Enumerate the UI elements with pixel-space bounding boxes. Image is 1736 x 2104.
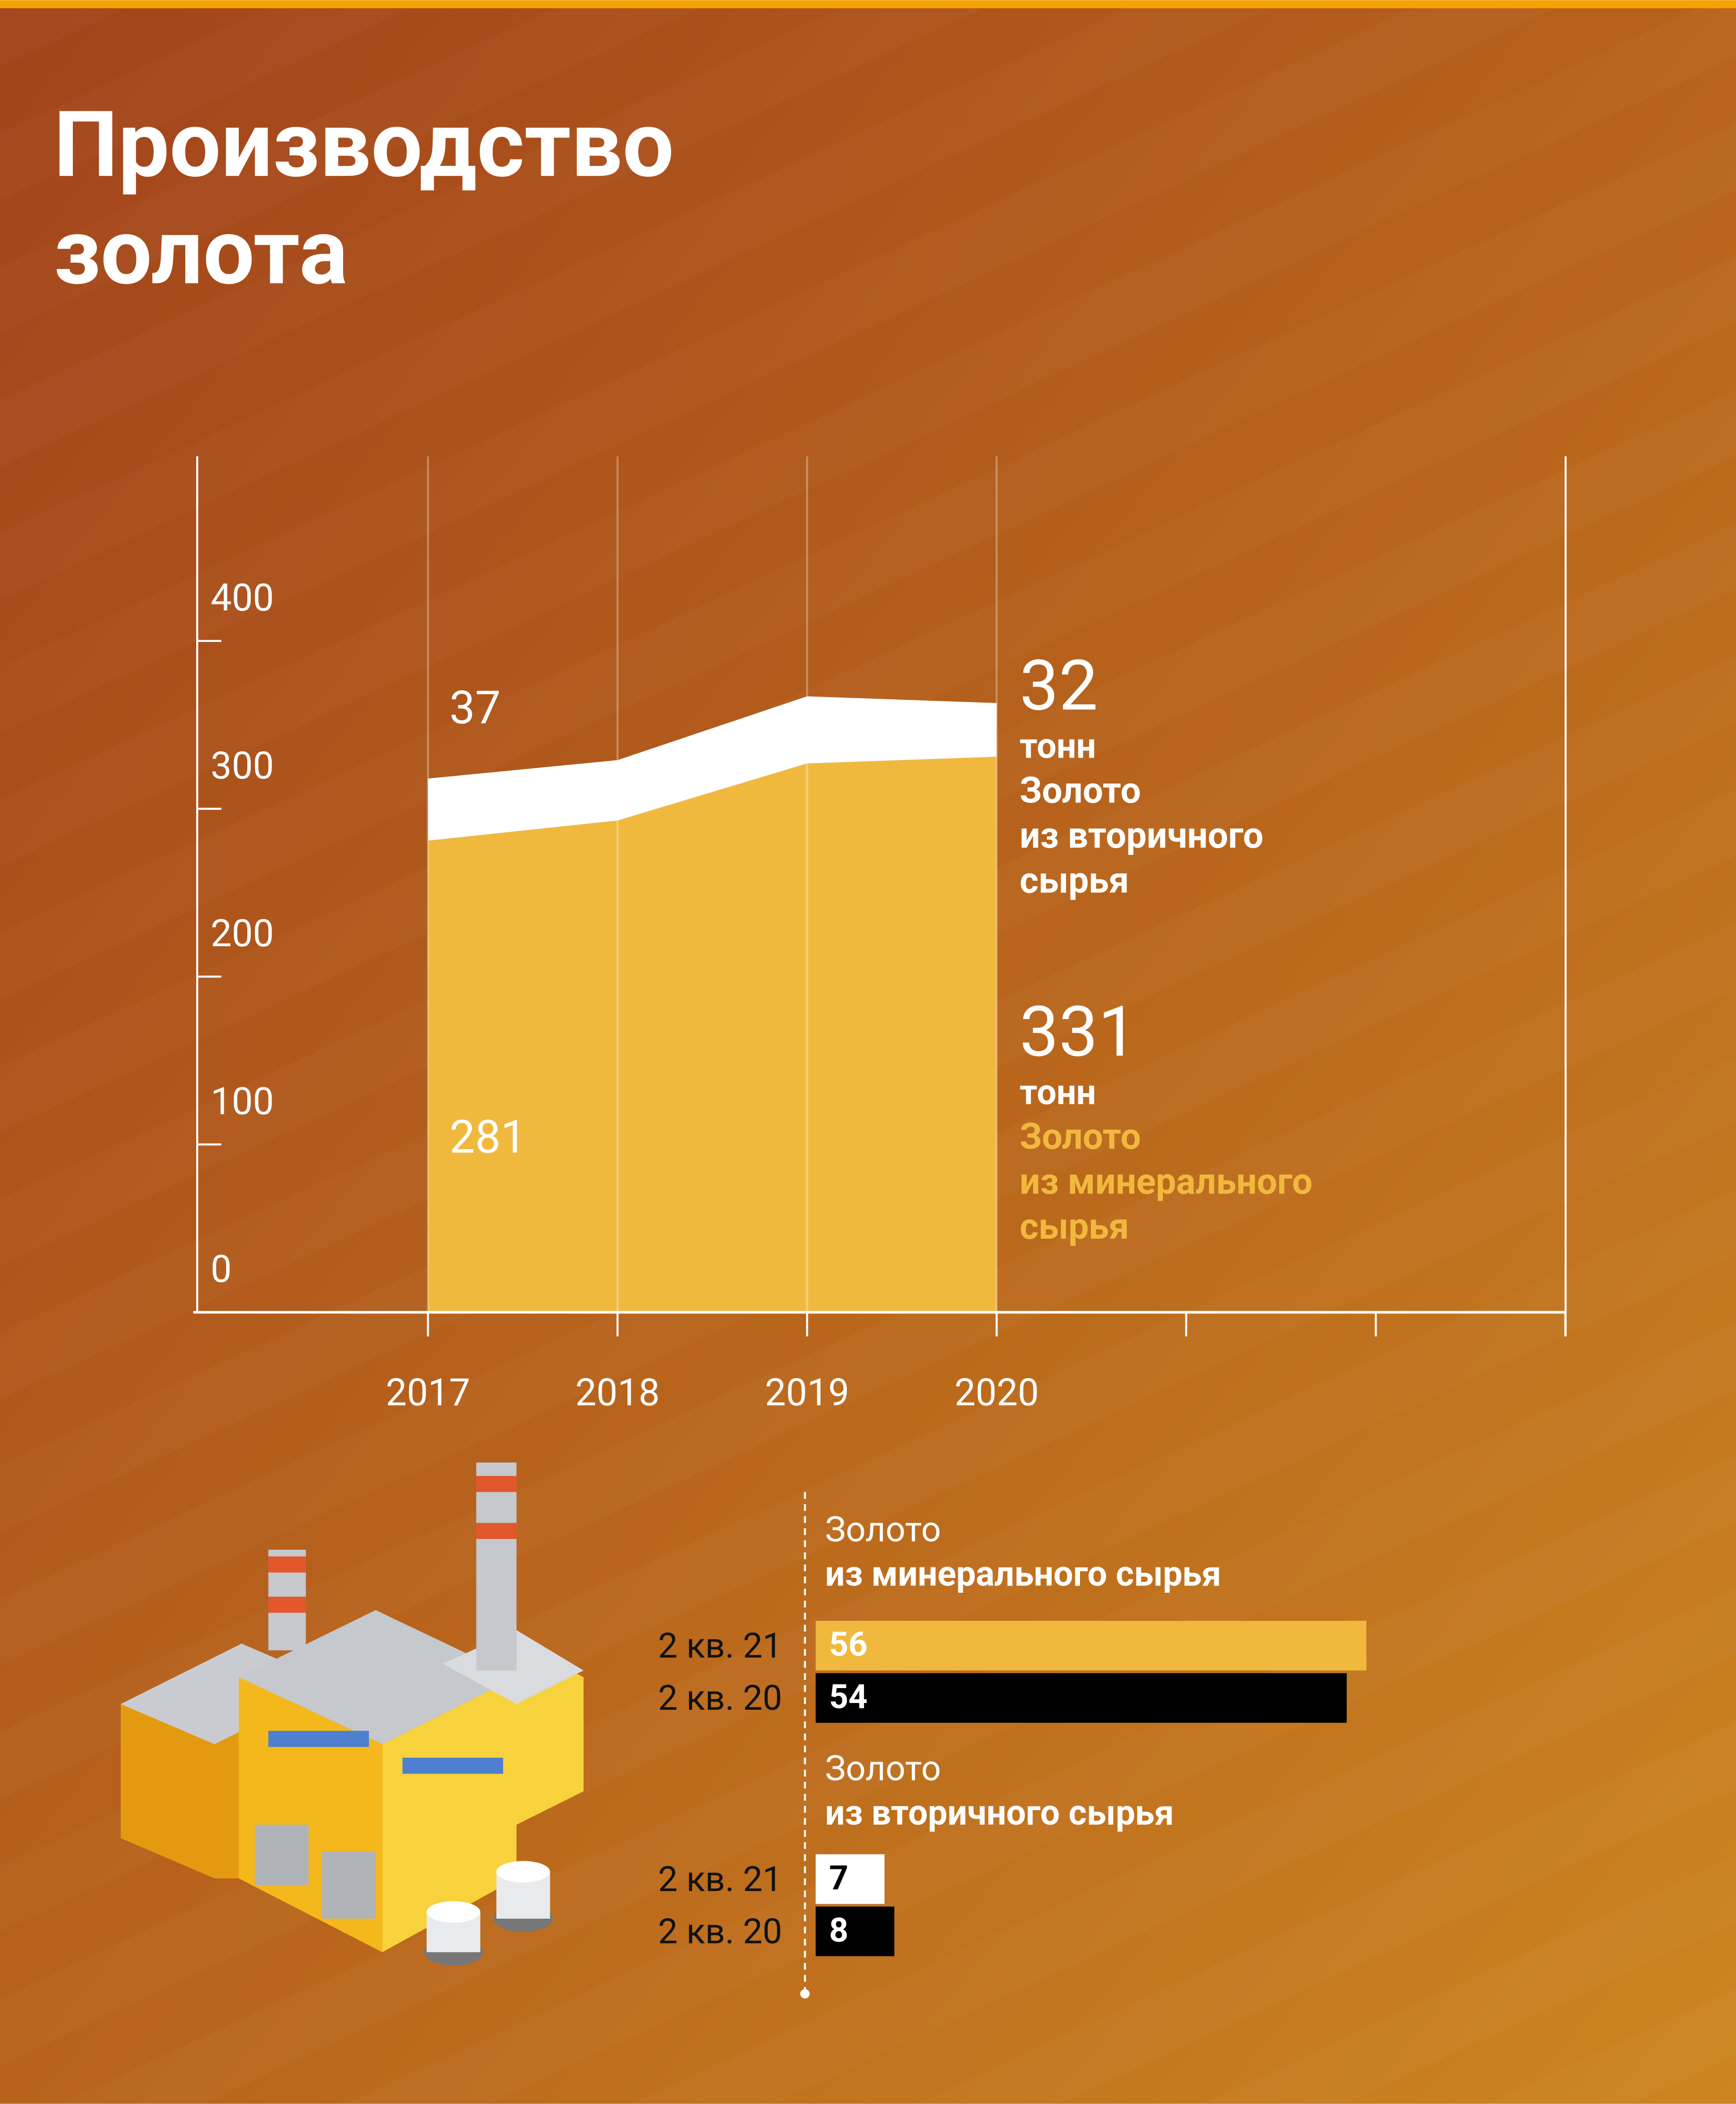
- title: золота: [54, 199, 348, 306]
- area: [428, 756, 997, 1312]
- y-tick-label: 100: [211, 1080, 274, 1123]
- series-label: из минерального: [1019, 1160, 1312, 1203]
- bar: [816, 1621, 1367, 1671]
- unit-label: тонн: [1019, 1071, 1096, 1113]
- x-tick-label: 2017: [386, 1371, 470, 1415]
- x-tick-label: 2020: [954, 1371, 1039, 1415]
- area: [428, 696, 997, 841]
- factory-illustration: [121, 1462, 584, 1966]
- title: Производство: [54, 92, 674, 198]
- series-label: из вторичного: [1019, 814, 1263, 857]
- data-label: 331: [1019, 991, 1137, 1073]
- group-title: Золото: [825, 1748, 941, 1789]
- bar: [816, 1673, 1347, 1723]
- group-title: из минерального сырья: [825, 1553, 1221, 1595]
- group-title: Золото: [825, 1509, 941, 1550]
- data-label: 37: [449, 681, 500, 735]
- divider-dot: [800, 1989, 810, 1999]
- bar-category: 2 кв. 21: [658, 1859, 782, 1900]
- x-tick-label: 2019: [765, 1371, 849, 1415]
- y-tick-label: 300: [211, 744, 274, 788]
- bar-value: 56: [829, 1625, 868, 1665]
- data-label: 32: [1019, 645, 1098, 726]
- bar-value: 54: [829, 1677, 868, 1717]
- data-label: 281: [449, 1110, 526, 1164]
- unit-label: тонн: [1019, 726, 1096, 767]
- bar: [816, 1906, 895, 1957]
- bar-value: 8: [829, 1911, 849, 1950]
- y-tick-label: 200: [211, 912, 274, 956]
- bar-category: 2 кв. 21: [658, 1625, 782, 1666]
- bar: [816, 1854, 885, 1904]
- x-tick-label: 2018: [576, 1371, 660, 1415]
- series-label: сырья: [1019, 859, 1129, 901]
- series-label: Золото: [1019, 1115, 1141, 1158]
- bar-category: 2 кв. 20: [658, 1677, 782, 1718]
- series-label: Золото: [1019, 769, 1141, 811]
- bar-value: 7: [829, 1859, 849, 1898]
- top-bar: [0, 0, 1736, 9]
- bar-category: 2 кв. 20: [658, 1911, 782, 1952]
- series-label: сырья: [1019, 1205, 1129, 1248]
- y-tick-label: 400: [211, 576, 274, 620]
- y-tick-label: 0: [211, 1248, 232, 1292]
- group-title: из вторичного сырья: [825, 1792, 1174, 1833]
